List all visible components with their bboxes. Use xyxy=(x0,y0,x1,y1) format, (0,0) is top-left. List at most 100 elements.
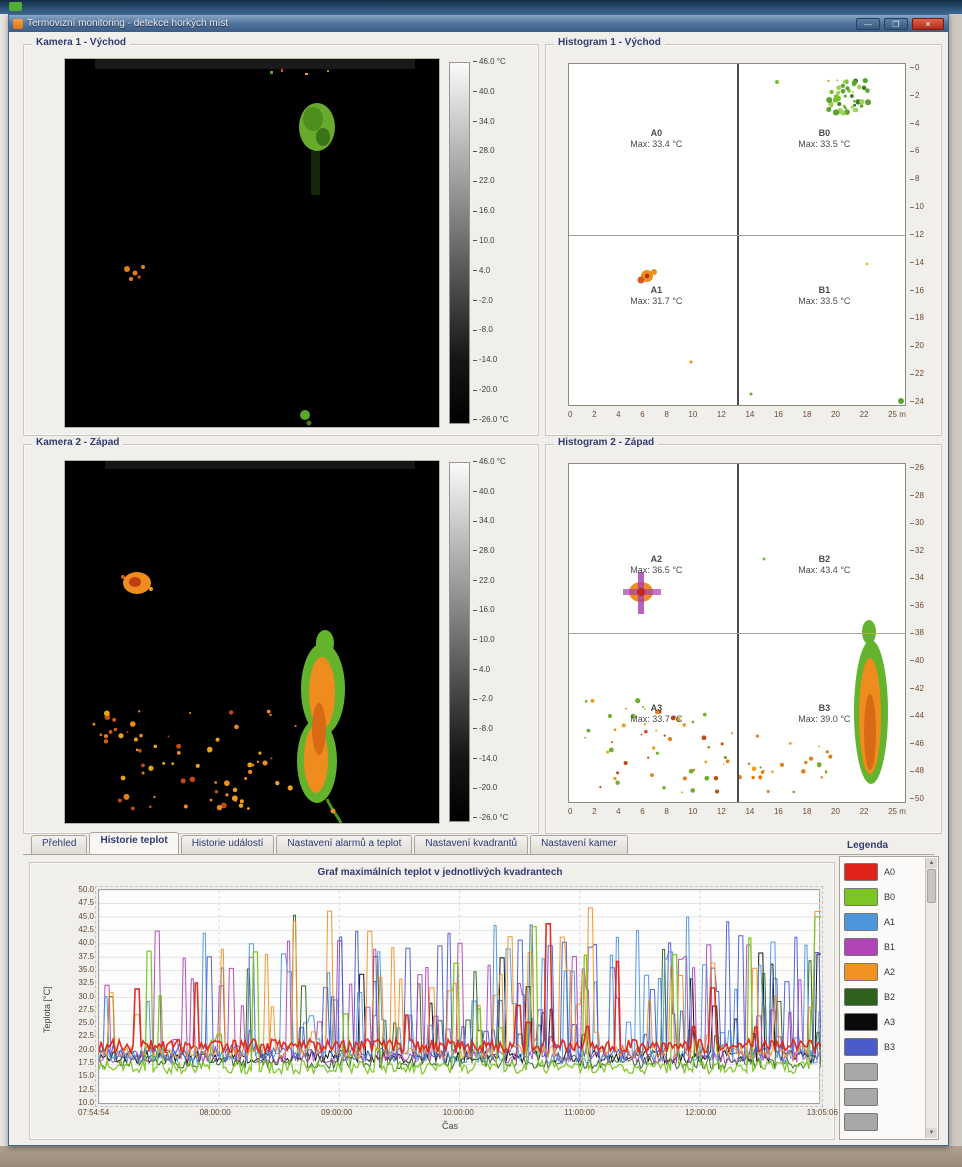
taskbar-icon[interactable] xyxy=(9,2,22,11)
x-tick-label: 16 xyxy=(773,410,783,419)
legend-item-a2[interactable]: A2 xyxy=(844,961,923,983)
chart-plot xyxy=(95,886,823,1107)
tab-nastaven-kamer[interactable]: Nastavení kamer xyxy=(530,835,628,854)
legend-item-a3[interactable]: A3 xyxy=(844,1011,923,1033)
speckle-field-bottom xyxy=(92,709,297,811)
x-tick-label: 4 xyxy=(616,410,621,419)
hist1-blob-a1 xyxy=(637,269,657,284)
hist2-speckles-bottom xyxy=(584,698,833,794)
y-tick-label: 22 xyxy=(910,369,936,378)
legend-scrollbar[interactable]: ▲ ▼ xyxy=(925,858,937,1138)
tab-baseline xyxy=(23,854,934,855)
tab-historie-ud-lost-[interactable]: Historie událostí xyxy=(180,835,275,854)
tab-p-ehled[interactable]: Přehled xyxy=(31,835,88,854)
desktop-background-top xyxy=(0,0,962,14)
legend-item-b0[interactable]: B0 xyxy=(844,886,923,908)
panel-chart: Graf maximálních teplot v jednotlivých k… xyxy=(29,862,838,1140)
desktop-edge-right xyxy=(949,14,962,1146)
minimize-button[interactable]: — xyxy=(856,17,880,30)
legend-item-a1[interactable]: A1 xyxy=(844,911,923,933)
x-tick-label: 6 xyxy=(640,410,645,419)
quadrant-name: A2 xyxy=(650,554,663,565)
y-tick-label: 40 xyxy=(910,656,936,665)
y-tick-label: 50 xyxy=(910,794,936,803)
colorbar-tick-label: 34.0 xyxy=(473,517,525,525)
window-titlebar[interactable]: Termovizní monitoring - detekce horkých … xyxy=(9,15,948,32)
legend-item-b2[interactable]: B2 xyxy=(844,986,923,1008)
chart-y-tick-label: 35.0 xyxy=(78,964,94,974)
hist1-strays xyxy=(689,80,904,404)
y-tick-label: 10 xyxy=(910,202,936,211)
quadrant-name: A0 xyxy=(650,128,663,139)
scroll-down-icon[interactable]: ▼ xyxy=(926,1128,937,1138)
tab-historie-teplot[interactable]: Historie teplot xyxy=(89,832,179,854)
legend-item-label: A0 xyxy=(884,867,896,877)
colorbar-camera2 xyxy=(449,462,470,822)
colorbar-tick-label: 28.0 xyxy=(473,546,525,555)
legend-swatch xyxy=(844,938,878,956)
hotspot-green-top-right xyxy=(299,103,335,195)
scroll-thumb[interactable] xyxy=(927,869,936,903)
window-title: Termovizní monitoring - detekce horkých … xyxy=(27,18,229,29)
x-tick-label: 18 xyxy=(802,410,812,419)
colorbar-tick-label: -2.0 xyxy=(473,296,525,305)
colorbar-tick-label: 22.0 xyxy=(473,576,525,585)
histogram2-plot: A2 Max: 36.5 °C B2 Max: 43.4 °C A3 Max: 33.7 … xyxy=(568,463,906,803)
colorbar-tick-label: 40.0 xyxy=(473,87,525,96)
colorbar-tick-label: -26.0 °C xyxy=(473,415,525,424)
chart-y-tick-label: 25.0 xyxy=(78,1018,94,1028)
histogram1-x-axis: 0 2 4 6 8 10 12 14 16 18 20 22 25 m xyxy=(568,410,906,419)
colorbar-labels-camera1: 46.0 °C 40.0 34.0 28.0 22.0 16.0 10.0 4.0 -2.0 -8… xyxy=(473,58,525,424)
legend-swatch xyxy=(844,1038,878,1056)
hotspot-green-bottom xyxy=(300,410,312,426)
client-area: Kamera 1 - Východ xyxy=(9,32,948,1145)
quadrant-divider-horizontal xyxy=(569,234,905,236)
x-tick-label: 6 xyxy=(640,807,645,816)
legend-item-b3[interactable]: B3 xyxy=(844,1036,923,1058)
colorbar-tick-label: 28.0 xyxy=(473,147,525,155)
quadrant-name: B3 xyxy=(818,703,831,714)
x-tick-label: 2 xyxy=(592,410,597,419)
quadrant-max-temp: Max: 31.7 °C xyxy=(630,295,683,306)
legend-item-label: B3 xyxy=(884,1042,896,1052)
colorbar-tick-label: -14.0 xyxy=(473,754,525,763)
panel-title-camera2: Kamera 2 - Západ xyxy=(32,437,124,448)
chart-x-tick-label: 07:54:54 xyxy=(78,1108,110,1117)
colorbar-tick-label: 22.0 xyxy=(473,177,525,185)
x-tick-label: 0 xyxy=(568,807,573,816)
quadrant-label-a2: A2 Max: 36.5 °C xyxy=(630,554,682,576)
histogram2-x-axis: 0 2 4 6 8 10 12 14 16 18 20 22 25 m xyxy=(568,807,906,816)
colorbar-tick-label: 16.0 xyxy=(473,207,525,215)
hist1-cluster-b0 xyxy=(826,77,872,116)
legend-item-a0[interactable]: A0 xyxy=(844,861,923,883)
y-tick-label: 28 xyxy=(910,491,936,500)
close-button[interactable]: ✕ xyxy=(912,17,944,30)
histogram1-y-axis: 0 2 4 6 8 10 12 14 16 18 20 22 24 xyxy=(910,63,936,406)
chart-y-tick-label: 45.0 xyxy=(78,911,94,921)
scroll-up-icon[interactable]: ▲ xyxy=(926,858,937,868)
legend-item-label: A3 xyxy=(884,1017,896,1027)
legend-swatch-empty xyxy=(844,1113,878,1131)
tab-nastaven-kvadrant-[interactable]: Nastavení kvadrantů xyxy=(414,835,529,854)
legend-item-b1[interactable]: B1 xyxy=(844,936,923,958)
quadrant-name: A1 xyxy=(650,284,663,295)
tab-strip: Přehled Historie teplot Historie událostí N… xyxy=(31,832,628,854)
chart-x-tick-label: 11:00:00 xyxy=(564,1108,595,1117)
y-tick-label: 8 xyxy=(910,174,936,183)
quadrant-label-b2: B2 Max: 43.4 °C xyxy=(798,554,850,576)
x-tick-label: 0 xyxy=(568,410,573,419)
chart-y-tick-label: 42.5 xyxy=(78,924,94,934)
chart-y-tick-label: 10.0 xyxy=(78,1098,94,1107)
chart-title: Graf maximálních teplot v jednotlivých k… xyxy=(317,867,563,878)
maximize-button[interactable]: ❐ xyxy=(884,17,908,30)
colorbar-tick-label: -2.0 xyxy=(473,695,525,703)
panel-title-histogram1: Histogram 1 - Východ xyxy=(554,37,665,48)
y-tick-label: 24 xyxy=(910,397,936,406)
quadrant-label-b0: B0 Max: 33.5 °C xyxy=(798,128,850,150)
quadrant-max-temp: Max: 33.5 °C xyxy=(798,139,851,150)
y-tick-label: 48 xyxy=(910,766,936,775)
chart-x-tick-label: 13:05:06 xyxy=(806,1108,838,1117)
tab-nastaven-alarm-a-teplot[interactable]: Nastavení alarmů a teplot xyxy=(276,835,413,854)
panel-title-camera1: Kamera 1 - Východ xyxy=(32,37,131,48)
